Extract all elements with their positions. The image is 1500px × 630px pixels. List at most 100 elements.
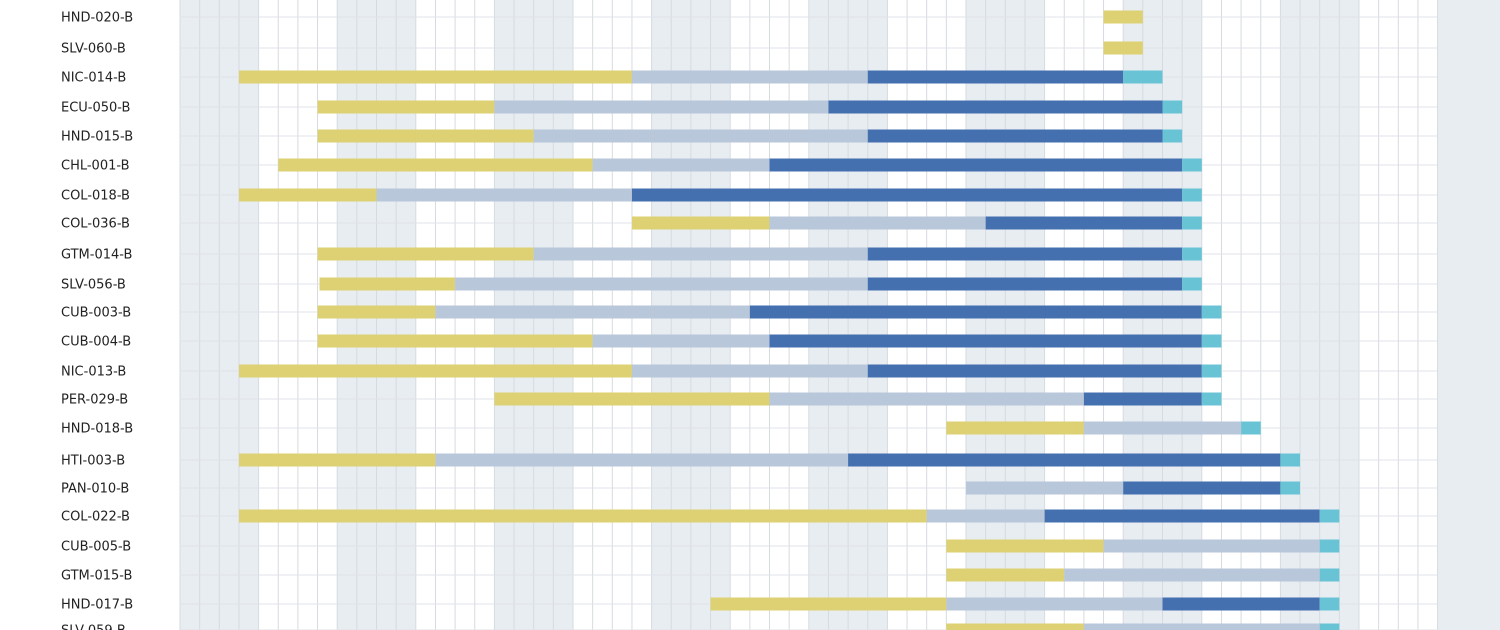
bar-segment xyxy=(631,216,770,230)
bar-segment xyxy=(985,216,1183,230)
bar-segment xyxy=(319,277,456,291)
bar-segment xyxy=(867,277,1183,291)
bar-segment xyxy=(1280,453,1301,467)
bar-segment xyxy=(1103,539,1320,553)
bar-segment xyxy=(435,305,750,319)
bar-segment xyxy=(1319,539,1340,553)
bar-segment xyxy=(749,305,1202,319)
bar-segment xyxy=(1319,597,1340,611)
bar-segment xyxy=(1182,216,1202,230)
bar-segment xyxy=(238,453,436,467)
row-label: HND-020-B xyxy=(61,11,133,26)
bar-segment xyxy=(946,539,1104,553)
row-label: SLV-056-B xyxy=(61,278,126,293)
bar-segment xyxy=(317,334,593,348)
row-label: HND-015-B xyxy=(61,130,133,145)
bar-segment xyxy=(1241,421,1261,435)
row-label: SLV-060-B xyxy=(61,42,126,57)
bar-segment xyxy=(1103,10,1143,24)
row-label: CHL-001-B xyxy=(61,159,130,174)
bar-segment xyxy=(946,568,1065,582)
bar-segment xyxy=(1182,188,1202,202)
bar-segment xyxy=(946,421,1084,435)
bar-segment xyxy=(867,364,1202,378)
bar-segment xyxy=(317,129,534,143)
bar-segment xyxy=(238,509,927,523)
row-label: CUB-005-B xyxy=(61,540,131,555)
bar-segment xyxy=(1083,392,1202,406)
bar-segment xyxy=(1162,597,1320,611)
bar-segment xyxy=(533,247,868,261)
bar-segment xyxy=(848,453,1281,467)
bar-segments xyxy=(238,10,1340,630)
bar-segment xyxy=(1280,481,1301,495)
bar-segment xyxy=(710,597,947,611)
bar-segment xyxy=(1162,129,1183,143)
bar-segment xyxy=(631,364,868,378)
bar-segment xyxy=(769,392,1084,406)
bar-segment xyxy=(592,334,770,348)
bar-segment xyxy=(946,623,1084,630)
row-label: CUB-004-B xyxy=(61,335,131,350)
bar-segment xyxy=(592,158,770,172)
row-label: HND-017-B xyxy=(61,598,133,613)
column-band xyxy=(1437,0,1500,630)
row-label: COL-018-B xyxy=(61,189,130,204)
row-label: GTM-015-B xyxy=(61,569,132,584)
bar-segment xyxy=(1201,364,1222,378)
bar-segment xyxy=(1319,568,1340,582)
row-label: HTI-003-B xyxy=(61,454,125,469)
row-label: NIC-013-B xyxy=(61,365,126,380)
bar-segment xyxy=(238,188,377,202)
bar-segment xyxy=(1201,392,1222,406)
bar-segment xyxy=(317,305,436,319)
bar-segment xyxy=(1103,41,1143,55)
bar-segment xyxy=(455,277,868,291)
bar-segment xyxy=(867,129,1163,143)
bar-segment xyxy=(867,70,1124,84)
bar-segment xyxy=(1123,481,1281,495)
row-label: HND-018-B xyxy=(61,422,133,437)
row-label: COL-036-B xyxy=(61,217,130,232)
row-label: SLV-059-B xyxy=(61,624,126,630)
bar-segment xyxy=(238,364,632,378)
bar-segment xyxy=(631,70,868,84)
bar-segment xyxy=(435,453,849,467)
bar-segment xyxy=(631,188,1183,202)
row-labels: HND-020-B SLV-060-B NIC-014-B ECU-050-B HND-… xyxy=(61,11,133,630)
bar-segment xyxy=(533,129,868,143)
row-label: ECU-050-B xyxy=(61,101,130,116)
bar-segment xyxy=(1162,100,1183,114)
bar-segment xyxy=(317,247,534,261)
bar-segment xyxy=(946,597,1163,611)
bar-segment xyxy=(828,100,1163,114)
bar-segment xyxy=(238,70,632,84)
bar-segment xyxy=(1182,158,1202,172)
row-label: CUB-003-B xyxy=(61,306,131,321)
bar-segment xyxy=(278,158,593,172)
bar-segment xyxy=(1083,623,1320,630)
bar-segment xyxy=(1201,334,1222,348)
row-label: GTM-014-B xyxy=(61,248,132,263)
bar-segment xyxy=(1319,509,1340,523)
bar-segment xyxy=(769,158,1183,172)
bar-segment xyxy=(769,334,1202,348)
bar-segment xyxy=(867,247,1183,261)
bar-segment xyxy=(966,481,1124,495)
bar-segment xyxy=(1182,247,1202,261)
bar-segment xyxy=(1201,305,1222,319)
row-label: COL-022-B xyxy=(61,510,130,525)
bar-segment xyxy=(1083,421,1242,435)
bar-segment xyxy=(926,509,1045,523)
bar-segment xyxy=(1319,623,1340,630)
bar-segment xyxy=(494,100,829,114)
bar-segment xyxy=(376,188,632,202)
bar-segment xyxy=(1044,509,1320,523)
row-label: PAN-010-B xyxy=(61,482,129,497)
row-label: NIC-014-B xyxy=(61,71,126,86)
bar-segment xyxy=(769,216,986,230)
bar-segment xyxy=(1123,70,1163,84)
row-label: PER-029-B xyxy=(61,393,128,408)
bar-segment xyxy=(317,100,495,114)
